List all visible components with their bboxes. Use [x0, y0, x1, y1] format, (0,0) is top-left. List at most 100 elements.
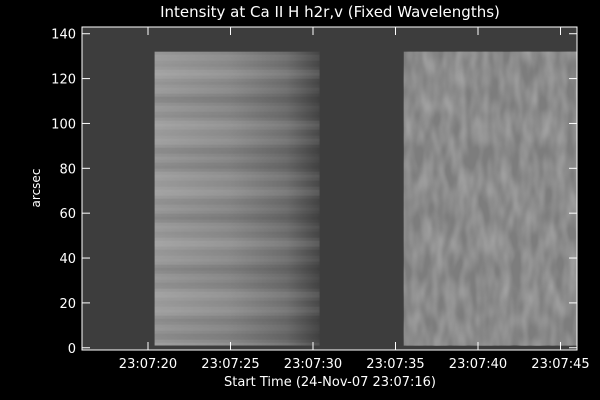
plot-frame [81, 26, 578, 351]
x-tick-label: 23:07:20 [119, 357, 177, 372]
image-stripe [155, 232, 320, 235]
image-stripe [155, 277, 320, 280]
image-stripe [154, 315, 320, 319]
image-stripe [155, 256, 320, 259]
image-stripe [154, 213, 320, 217]
image-stripe [154, 309, 320, 313]
x-tick-label: 23:07:35 [366, 357, 424, 372]
image-stripe [154, 123, 320, 127]
image-stripe [154, 189, 320, 193]
image-stripe [155, 328, 320, 331]
image-stripe [155, 223, 320, 226]
image-stripe [154, 102, 320, 106]
image-stripe [155, 184, 320, 187]
image-stripe [154, 201, 320, 205]
image-stripe [154, 111, 320, 115]
image-stripe [155, 91, 320, 94]
image-stripe [154, 120, 320, 124]
image-stripe [155, 118, 320, 121]
image-stripe [154, 192, 320, 196]
image-stripe [154, 237, 320, 241]
image-stripe [155, 250, 320, 253]
image-stripe [155, 157, 320, 160]
image-stripe [155, 145, 320, 148]
image-stripe [155, 205, 320, 208]
image-stripe [154, 333, 320, 337]
image-stripe [155, 67, 320, 70]
image-stripe [154, 171, 320, 175]
image-stripe [154, 177, 320, 181]
image-stripe [154, 285, 320, 289]
y-axis-label: arcsec [29, 169, 43, 208]
image-stripe [154, 240, 320, 244]
image-stripe [155, 196, 320, 199]
y-tick-label: 20 [59, 297, 76, 312]
y-tick-label: 60 [59, 207, 76, 222]
x-tick-label: 23:07:30 [284, 357, 342, 372]
image-stripe [154, 330, 320, 334]
image-stripe [154, 294, 320, 298]
image-stripe [154, 186, 320, 190]
image-stripe [155, 52, 320, 55]
image-stripe [154, 150, 320, 154]
image-stripe [155, 133, 320, 136]
y-tick-label: 100 [51, 117, 76, 132]
image-stripe [154, 96, 320, 100]
image-stripe [155, 301, 320, 304]
image-stripe [155, 154, 320, 157]
image-stripe [155, 226, 320, 229]
image-stripe [155, 274, 320, 277]
image-stripe [155, 61, 320, 64]
image-stripe [155, 229, 320, 232]
image-stripe [155, 211, 320, 214]
image-stripe [154, 267, 320, 271]
image-stripe [154, 297, 320, 301]
image-stripe [154, 99, 320, 103]
image-stripe [155, 88, 320, 91]
image-stripe [154, 57, 320, 61]
image-stripe [154, 168, 320, 172]
image-stripe [155, 109, 320, 112]
image-stripe [154, 72, 320, 76]
image-stripe [154, 306, 320, 310]
image-stripe [154, 147, 320, 151]
image-stripe [154, 264, 320, 268]
y-tick-label: 40 [59, 252, 76, 267]
image-stripe [154, 93, 320, 97]
image-stripe [154, 321, 320, 325]
image-stripe [154, 216, 320, 220]
image-stripe [155, 181, 320, 184]
image-texture [403, 51, 577, 346]
image-stripe [154, 312, 320, 316]
y-tick-label: 80 [59, 162, 76, 177]
image-stripe [154, 75, 320, 79]
image-stripe [155, 82, 320, 85]
image-stripe [155, 304, 320, 307]
image-stripe [154, 114, 320, 118]
image-stripe [154, 270, 320, 274]
image-stripe [154, 174, 320, 178]
y-tick-label: 0 [68, 342, 76, 357]
image-stripe [154, 69, 320, 73]
image-stripe [154, 219, 320, 223]
image-stripe [154, 258, 320, 262]
image-stripe [154, 198, 320, 202]
image-stripe [154, 141, 320, 145]
image-stripe [155, 130, 320, 133]
x-tick-label: 23:07:25 [201, 357, 259, 372]
x-tick-label: 23:07:45 [531, 357, 589, 372]
image-stripe [155, 85, 320, 88]
image-block [154, 51, 320, 346]
image-stripe [155, 64, 320, 67]
image-stripe [155, 106, 320, 109]
image-stripe [154, 336, 320, 340]
y-tick-label: 140 [51, 28, 76, 43]
image-stripe [155, 208, 320, 211]
image-stripe [155, 79, 320, 82]
image-stripe [155, 289, 320, 292]
image-stripe [155, 262, 320, 265]
image-stripe [154, 318, 320, 322]
image-stripe [155, 253, 320, 256]
image-stripe [154, 165, 320, 169]
